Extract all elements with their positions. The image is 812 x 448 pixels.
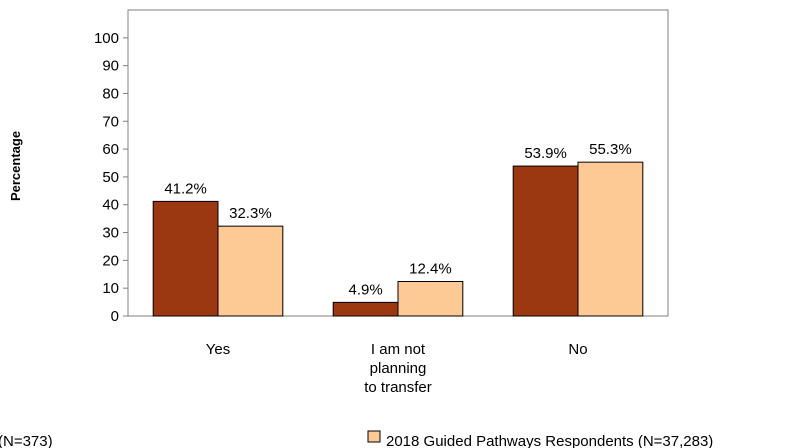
x-category-label: to transfer xyxy=(364,379,432,396)
bar xyxy=(152,200,219,317)
data-label: 41.2% xyxy=(164,180,207,197)
bar xyxy=(332,301,399,317)
x-category-label: No xyxy=(568,341,587,358)
bars: 41.2% 4.9% 53.9% 32.3% 12.4% 55.3% xyxy=(152,141,644,317)
bar xyxy=(512,165,579,317)
y-tick-label: 90 xyxy=(102,58,119,75)
legend-swatch xyxy=(367,430,381,443)
data-label: 53.9% xyxy=(524,145,567,162)
bar xyxy=(397,281,464,317)
bar xyxy=(217,225,284,317)
y-tick-label: 10 xyxy=(102,280,119,297)
data-label: 12.4% xyxy=(409,261,452,278)
x-category-label: Yes xyxy=(206,341,230,358)
y-tick-label: 50 xyxy=(102,169,119,186)
y-tick-label: 30 xyxy=(102,225,119,242)
x-category-label: I am not xyxy=(371,341,426,358)
x-category-label: planning xyxy=(370,360,427,377)
y-tick-label: 60 xyxy=(102,141,119,158)
legend-label: 2018 Guided Pathways Respondents (N=37,2… xyxy=(386,433,713,448)
data-label: 4.9% xyxy=(348,281,382,298)
x-axis-labels: Yes I am not planning to transfer No xyxy=(206,341,588,396)
y-tick-label: 100 xyxy=(94,30,119,47)
y-tick-label: 80 xyxy=(102,85,119,102)
legend: (N=373) 2018 Guided Pathways Respondents … xyxy=(0,430,713,448)
bar xyxy=(577,161,644,317)
y-tick-label: 40 xyxy=(102,197,119,214)
y-tick-label: 0 xyxy=(111,308,119,325)
data-label: 32.3% xyxy=(229,205,272,222)
y-tick-label: 70 xyxy=(102,113,119,130)
y-tick-label: 20 xyxy=(102,252,119,269)
legend-label: (N=373) xyxy=(0,433,53,448)
y-axis: 0 10 20 30 40 50 60 70 80 90 100 xyxy=(94,30,128,325)
y-axis-title: Percentage xyxy=(8,131,23,201)
data-label: 55.3% xyxy=(589,141,632,158)
